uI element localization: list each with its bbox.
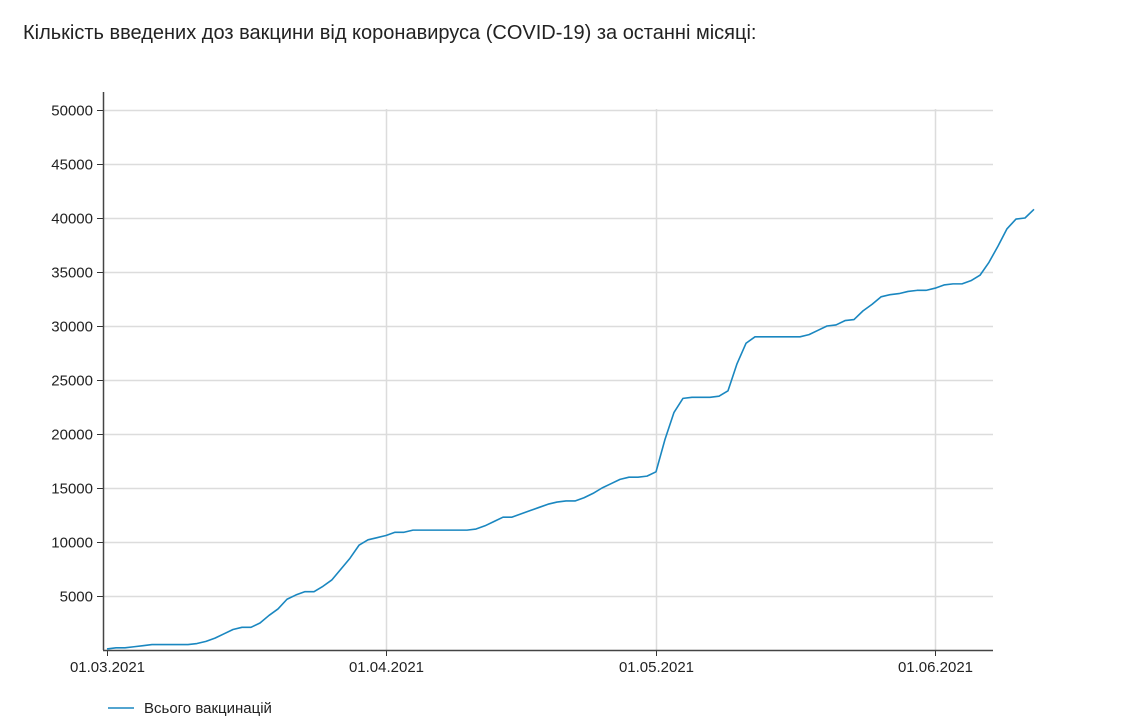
x-tick-label: 01.06.2021 [898, 659, 973, 676]
legend-label: Всього вакцинацій [144, 700, 272, 717]
y-tick-label: 10000 [51, 535, 93, 552]
x-tick-label: 01.04.2021 [349, 659, 424, 676]
x-tick-label: 01.03.2021 [70, 659, 145, 676]
series-line-total-vaccinations [106, 208, 1035, 650]
grid-lines [103, 109, 993, 650]
y-tick-label: 25000 [51, 373, 93, 390]
y-tick-label: 20000 [51, 427, 93, 444]
y-tick-label: 40000 [51, 211, 93, 228]
legend: Всього вакцинацій [108, 700, 272, 717]
series-layer [106, 208, 1035, 650]
page-title: Кількість введених доз вакцини від корон… [23, 22, 757, 44]
y-tick-label: 30000 [51, 319, 93, 336]
y-tick-label: 5000 [60, 589, 93, 606]
y-tick-label: 50000 [51, 103, 93, 120]
y-tick-label: 45000 [51, 157, 93, 174]
y-tick-label: 15000 [51, 481, 93, 498]
x-tick-label: 01.05.2021 [619, 659, 694, 676]
axes: 5000 10000 15000 20000 25000 30000 35000 40000 4… [51, 92, 993, 676]
y-tick-label: 35000 [51, 265, 93, 282]
